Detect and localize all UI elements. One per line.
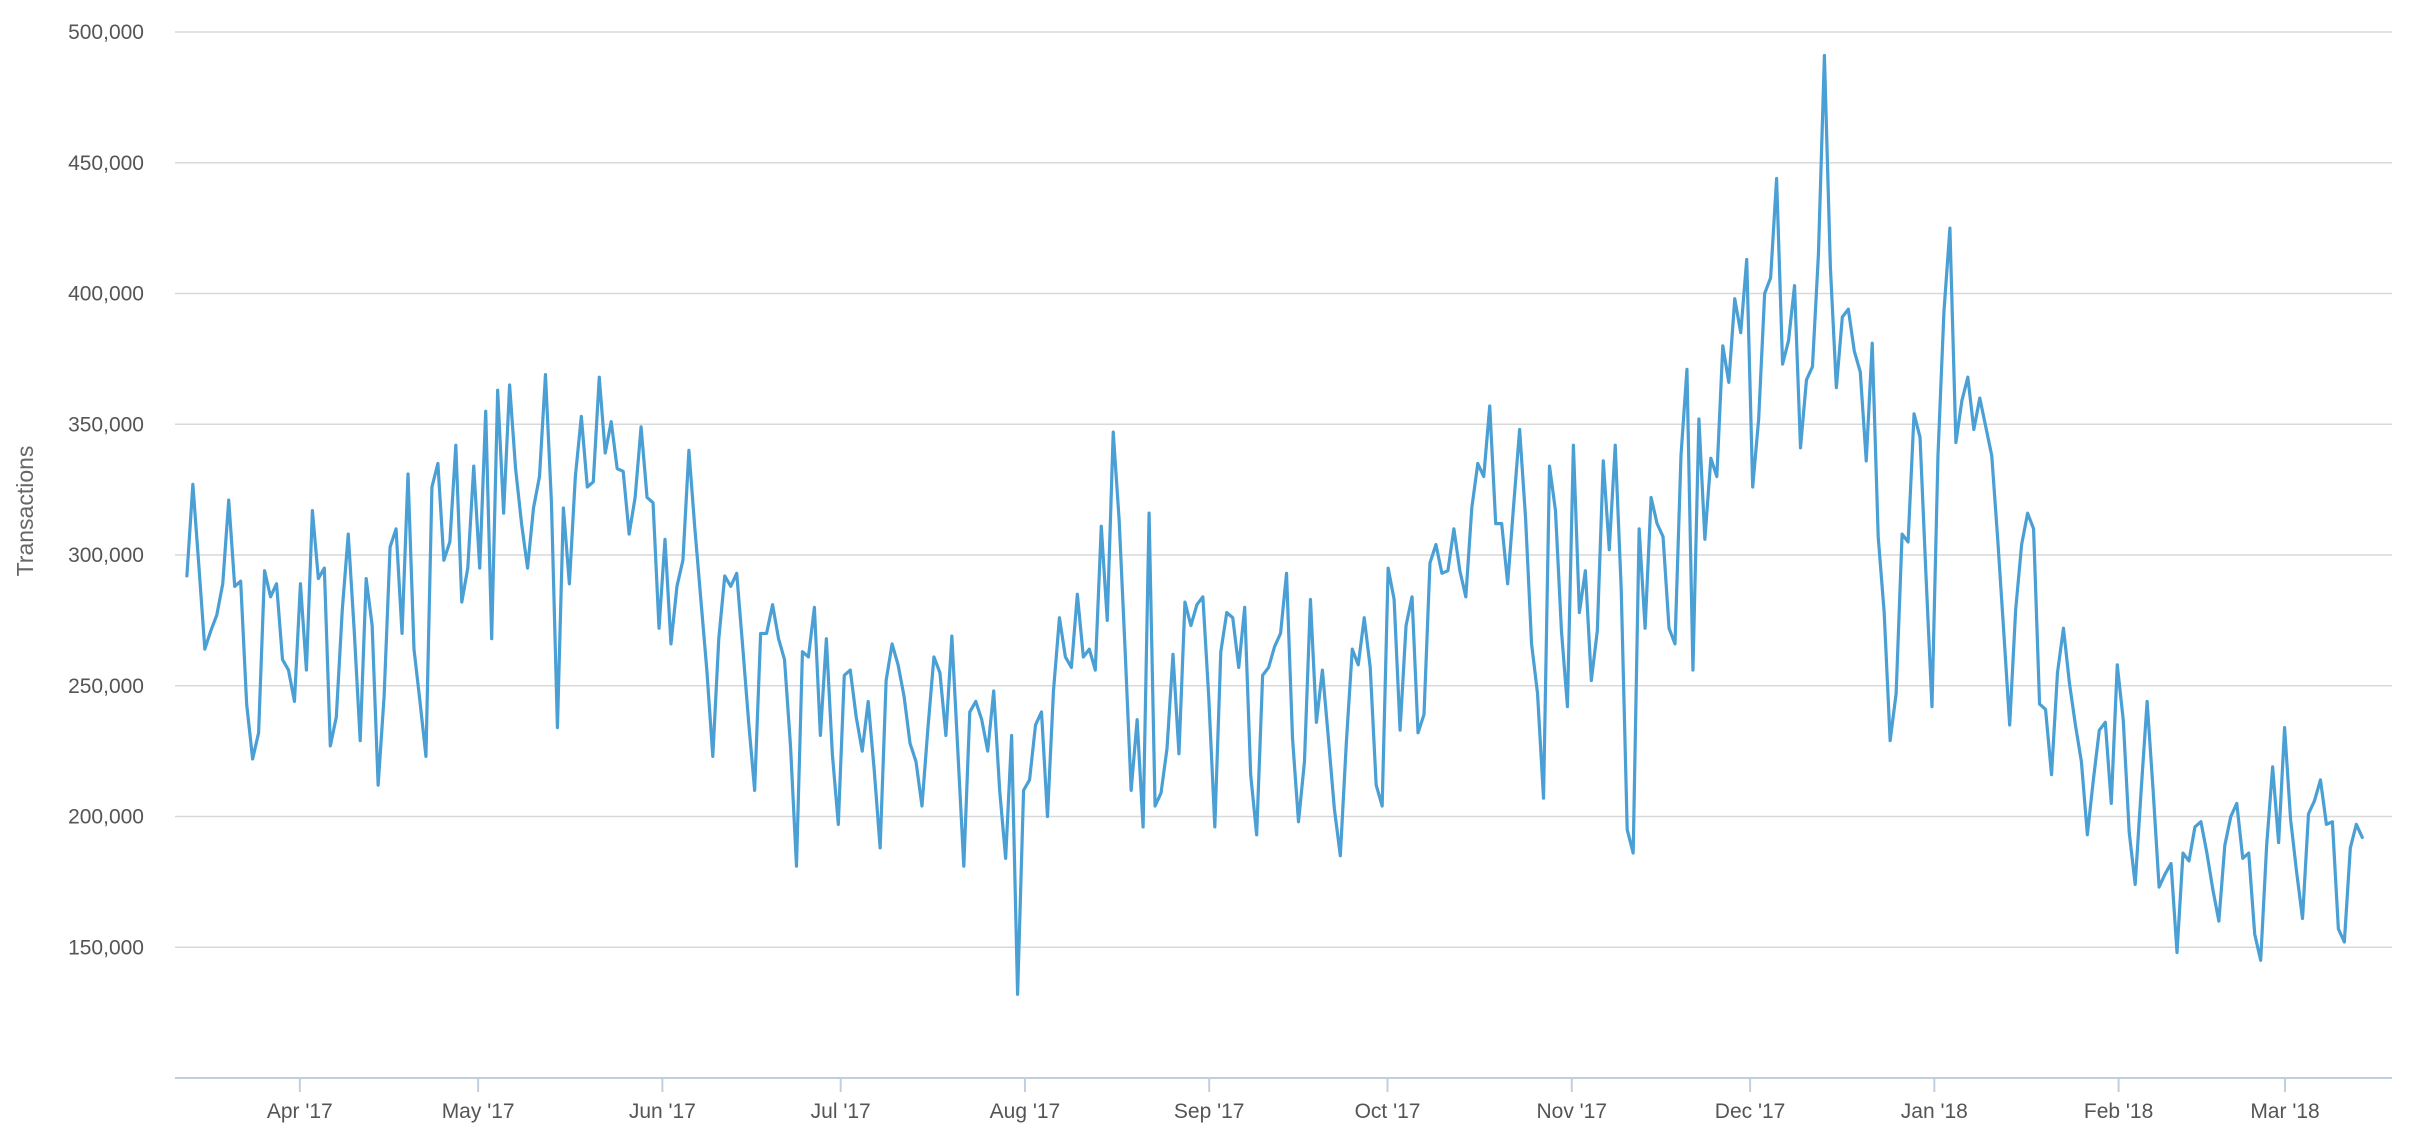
x-tick-label-3: Jul '17 <box>811 1100 871 1123</box>
series-line-transactions[interactable] <box>185 53 2364 996</box>
x-tick-label-1: May '17 <box>442 1100 515 1123</box>
x-tick-label-2: Jun '17 <box>629 1100 696 1123</box>
x-axis-tick-labels: Apr '17 May '17 Jun '17 Jul '17 Aug '17 Sep '… <box>267 1100 2320 1123</box>
y-tick-label-6: 450,000 <box>68 152 144 175</box>
y-axis-title: Transactions <box>12 446 38 577</box>
x-axis <box>175 1077 2392 1092</box>
y-tick-label-3: 300,000 <box>68 544 144 567</box>
y-tick-label-5: 400,000 <box>68 283 144 306</box>
x-tick-label-10: Feb '18 <box>2084 1100 2153 1123</box>
x-tick-label-9: Jan '18 <box>1901 1100 1968 1123</box>
y-tick-label-7: 500,000 <box>68 21 144 44</box>
y-axis-tick-labels: 150,000 200,000 250,000 300,000 350,000 400,0… <box>68 21 144 959</box>
x-tick-label-4: Aug '17 <box>990 1100 1061 1123</box>
x-tick-label-7: Nov '17 <box>1536 1100 1607 1123</box>
gridlines <box>175 31 2392 948</box>
x-tick-label-6: Oct '17 <box>1355 1100 1421 1123</box>
x-tick-label-0: Apr '17 <box>267 1100 333 1123</box>
x-tick-label-5: Sep '17 <box>1174 1100 1245 1123</box>
y-tick-label-2: 250,000 <box>68 675 144 698</box>
x-tick-label-11: Mar '18 <box>2250 1100 2319 1123</box>
x-tick-label-8: Dec '17 <box>1715 1100 1786 1123</box>
y-tick-label-4: 350,000 <box>68 413 144 436</box>
y-tick-label-1: 200,000 <box>68 806 144 829</box>
y-tick-label-0: 150,000 <box>68 936 144 959</box>
